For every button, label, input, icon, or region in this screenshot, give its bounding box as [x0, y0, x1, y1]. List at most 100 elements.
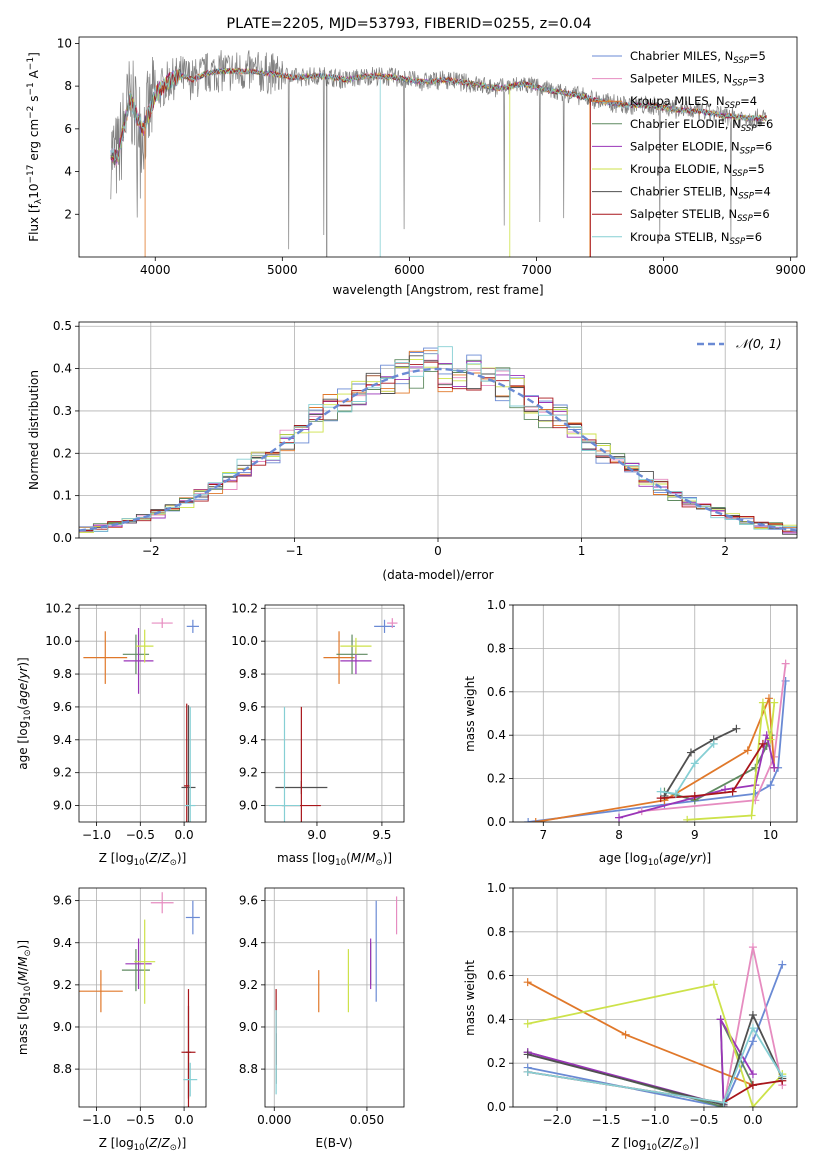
- mass-weight-marker: [531, 818, 540, 822]
- y-tick-label: 2: [64, 207, 72, 221]
- panel-4: 7 8 9 10 0.0 0.2 0.4 0.6 0.8 1.0: [487, 598, 798, 842]
- panel-7: −2.0 −1.5 −1.0 −0.5 0.0 0.0 0.2 0.4 0.6 0.8 1.0: [487, 881, 798, 1127]
- x-tick-label: 7000: [521, 263, 552, 277]
- x-axis-label: wavelength [Angstrom, rest frame]: [332, 283, 543, 297]
- y-axis-label: age [log10(age/yr)]: [16, 657, 33, 770]
- mass-weight-line: [527, 1026, 784, 1104]
- mass-weight-line: [641, 663, 787, 812]
- errorbar-point: [184, 706, 196, 822]
- mass-weight-marker: [709, 739, 718, 748]
- axes-frame: [512, 604, 798, 823]
- y-tick-label: 9.8: [239, 667, 258, 681]
- x-axis-label: Z [log10(Z/Z⊙)]: [99, 851, 187, 868]
- x-tick-label: −2.0: [542, 1113, 571, 1127]
- y-tick-label: 9.6: [53, 700, 72, 714]
- x-tick-label: 0.0: [175, 1113, 194, 1127]
- errorbar-point: [151, 618, 173, 629]
- legend-entry: Chabrier STELIB, NSSP=4: [630, 185, 771, 202]
- y-tick-label: 0.2: [487, 1056, 506, 1070]
- y-tick-label: 1.0: [487, 881, 506, 895]
- y-tick-label: 9.4: [53, 733, 72, 747]
- mass-weight-marker: [778, 1072, 787, 1081]
- legend-entry: Kroupa STELIB, NSSP=6: [630, 230, 762, 247]
- mass-weight-line: [527, 983, 783, 1107]
- errorbar-point: [125, 938, 152, 990]
- errorbar-point: [336, 634, 368, 675]
- x-tick-label: 8: [615, 828, 623, 842]
- y-tick-label: 0.8: [487, 641, 506, 655]
- x-tick-label: −1.0: [82, 1113, 111, 1127]
- y-tick-label: 9.0: [53, 799, 72, 813]
- plot-area: [268, 618, 398, 822]
- y-tick-label: 9.8: [53, 667, 72, 681]
- x-tick-label: 0.0: [175, 828, 194, 842]
- mass-weight-marker: [523, 1067, 532, 1076]
- y-tick-label: 9.2: [53, 978, 72, 992]
- panel-6: 0.000 0.050 8.8 9.0 9.2 9.4 9.6: [239, 887, 405, 1127]
- x-tick-label: −2: [142, 544, 160, 558]
- errorbar-point: [134, 919, 156, 1004]
- x-tick-label: 0.050: [350, 1113, 384, 1127]
- errorbar-point: [374, 619, 395, 633]
- y-tick-label: 1.0: [487, 598, 506, 612]
- y-axis-label: Flux [fλ10−17 erg cm−2 s−1 A−1]: [26, 52, 44, 242]
- y-tick-label: 0.0: [487, 815, 506, 829]
- errorbar-point: [181, 989, 196, 1107]
- mass-weight-marker: [758, 698, 767, 707]
- residual-histogram: [79, 346, 797, 532]
- x-tick-label: 2: [721, 544, 729, 558]
- mass-weight-marker: [778, 960, 787, 969]
- errorbar-point: [268, 706, 301, 822]
- y-tick-label: 10: [57, 36, 72, 50]
- y-tick-label: 4: [64, 165, 72, 179]
- mass-weight-marker: [748, 1103, 757, 1107]
- mass-weight-marker: [781, 659, 790, 668]
- x-tick-label: 6000: [394, 263, 425, 277]
- mass-weight-line: [535, 697, 776, 822]
- x-axis-label: age [log10(age/yr)]: [599, 851, 712, 868]
- mass-weight-marker: [683, 815, 692, 822]
- errorbar-point: [83, 631, 128, 684]
- mass-weight-marker: [656, 787, 665, 796]
- mass-weight-marker: [766, 781, 775, 790]
- y-tick-label: 0.0: [487, 1100, 506, 1114]
- y-tick-label: 0.5: [53, 319, 72, 333]
- y-tick-label: 10.0: [45, 634, 72, 648]
- x-tick-label: 9: [691, 828, 699, 842]
- chart-title: PLATE=2205, MJD=53793, FIBERID=0255, z=0…: [226, 16, 591, 32]
- residual-histogram: [79, 361, 797, 532]
- axes-frame: [264, 604, 405, 823]
- x-tick-label: −1.0: [640, 1113, 669, 1127]
- x-tick-label: 0.000: [257, 1113, 291, 1127]
- y-tick-label: 0.2: [53, 446, 72, 460]
- mass-weight-marker: [524, 818, 533, 822]
- y-tick-label: 9.0: [53, 1020, 72, 1034]
- plot-area: [524, 659, 790, 822]
- mass-weight-marker: [690, 791, 699, 800]
- plot-area: [275, 896, 398, 1095]
- mass-weight-marker: [770, 698, 779, 707]
- mass-weight-marker: [747, 811, 756, 820]
- legend-entry: Salpeter STELIB, NSSP=6: [630, 207, 770, 224]
- errorbar-point: [135, 629, 154, 663]
- mass-weight-line: [660, 743, 764, 799]
- plot-area: [79, 346, 797, 535]
- legend-entry: Chabrier ELODIE, NSSP=6: [630, 117, 773, 134]
- y-axis-label: Normed distribution: [27, 370, 41, 490]
- y-tick-label: 9.2: [239, 978, 258, 992]
- x-axis-label: Z [log10(Z/Z⊙)]: [611, 1136, 699, 1153]
- x-tick-label: 10: [763, 828, 778, 842]
- mass-weight-marker: [748, 1024, 757, 1033]
- errorbar-point: [186, 619, 199, 633]
- y-tick-label: 0.6: [487, 969, 506, 983]
- y-tick-label: 9.2: [239, 766, 258, 780]
- panel-0: 4000 5000 6000 7000 8000 9000 2 4 6 8 10: [57, 36, 806, 277]
- y-tick-label: 10.2: [231, 601, 258, 615]
- mass-weight-marker: [690, 759, 699, 768]
- errorbar-point: [323, 631, 355, 684]
- mass-weight-marker: [748, 1070, 757, 1079]
- mass-weight-marker: [748, 1081, 757, 1090]
- mass-weight-line: [663, 727, 737, 797]
- mass-weight-marker: [719, 1098, 728, 1107]
- y-tick-label: 9.0: [239, 799, 258, 813]
